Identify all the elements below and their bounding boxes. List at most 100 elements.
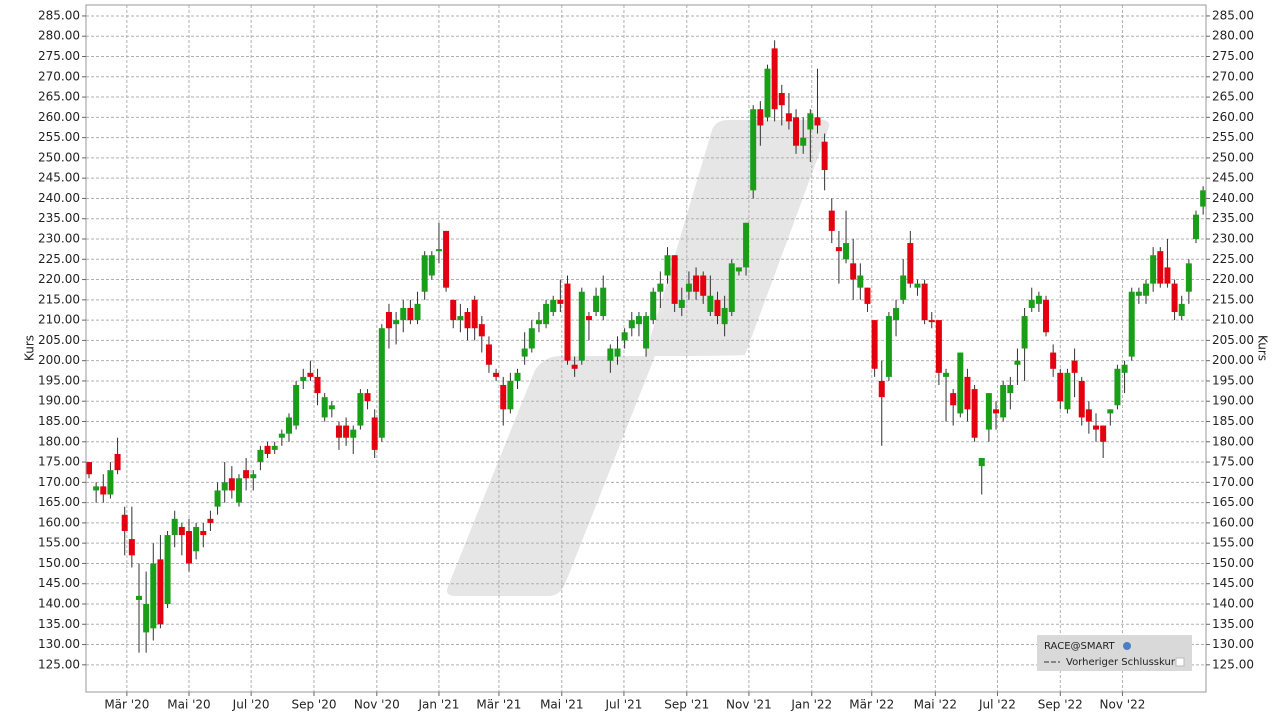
y-tick-label: 230.00 bbox=[38, 232, 80, 246]
candle-body bbox=[528, 328, 535, 349]
x-tick-label: Sep '22 bbox=[1038, 698, 1083, 712]
candle-body bbox=[293, 384, 300, 426]
x-tick-label: Jul '22 bbox=[978, 698, 1016, 712]
x-tick-label: Nov '20 bbox=[354, 698, 400, 712]
x-tick-label: Mär '20 bbox=[104, 698, 149, 712]
y-tick-label: 260.00 bbox=[38, 110, 80, 124]
candle-body bbox=[585, 316, 592, 321]
candle-body bbox=[264, 445, 271, 454]
x-tick-label: Mär '22 bbox=[849, 698, 894, 712]
candle-body bbox=[421, 255, 428, 292]
y2-tick-label: 210.00 bbox=[1212, 313, 1254, 327]
y-tick-label: 145.00 bbox=[38, 576, 80, 590]
candle-body bbox=[957, 352, 964, 414]
y-tick-label: 235.00 bbox=[38, 211, 80, 225]
candle-body bbox=[743, 222, 750, 268]
y2-tick-label: 285.00 bbox=[1212, 8, 1254, 22]
y-tick-label: 150.00 bbox=[38, 556, 80, 570]
y2-tick-label: 215.00 bbox=[1212, 292, 1254, 306]
legend-toggle[interactable] bbox=[1175, 657, 1185, 667]
candle-body bbox=[185, 530, 192, 564]
candle-body bbox=[243, 470, 250, 479]
candle-body bbox=[864, 287, 871, 304]
candle-body bbox=[1135, 291, 1142, 296]
candle-body bbox=[843, 243, 850, 260]
candle-body bbox=[593, 295, 600, 313]
y-tick-label: 265.00 bbox=[38, 90, 80, 104]
candle-body bbox=[950, 393, 957, 406]
candle-body bbox=[1107, 409, 1114, 414]
candle-body bbox=[278, 433, 285, 438]
legend-icon bbox=[1123, 642, 1131, 650]
candle-body bbox=[114, 453, 121, 471]
candle-body bbox=[107, 470, 114, 495]
y2-tick-label: 220.00 bbox=[1212, 272, 1254, 286]
candle-body bbox=[285, 417, 292, 434]
y-tick-label: 125.00 bbox=[38, 657, 80, 671]
candle-body bbox=[128, 539, 135, 556]
candle-body bbox=[500, 384, 507, 410]
candle-body bbox=[357, 393, 364, 426]
y2-tick-label: 230.00 bbox=[1212, 232, 1254, 246]
candle-body bbox=[414, 303, 421, 321]
candle-body bbox=[307, 372, 314, 377]
candle-body bbox=[828, 210, 835, 231]
candle-body bbox=[907, 243, 914, 284]
candle-body bbox=[207, 518, 214, 523]
plot-frame bbox=[85, 4, 1207, 693]
x-tick-label: Mai '21 bbox=[540, 698, 583, 712]
y2-tick-label: 235.00 bbox=[1212, 211, 1254, 225]
y2-tick-label: 265.00 bbox=[1212, 90, 1254, 104]
candle-body bbox=[935, 320, 942, 373]
y-tick-label: 210.00 bbox=[38, 313, 80, 327]
candle-body bbox=[721, 307, 728, 325]
y-tick-label: 200.00 bbox=[38, 353, 80, 367]
candle-body bbox=[571, 364, 578, 369]
candle-body bbox=[921, 283, 928, 321]
y-tick-label: 195.00 bbox=[38, 373, 80, 387]
candle-body bbox=[707, 295, 714, 313]
y2-tick-label: 270.00 bbox=[1212, 69, 1254, 83]
candle-body bbox=[1078, 380, 1085, 418]
y2-tick-label: 185.00 bbox=[1212, 414, 1254, 428]
y-tick-label: 185.00 bbox=[38, 414, 80, 428]
candle-body bbox=[578, 291, 585, 361]
y-tick-label: 240.00 bbox=[38, 191, 80, 205]
y2-tick-label: 275.00 bbox=[1212, 49, 1254, 63]
x-tick-label: Sep '20 bbox=[291, 698, 336, 712]
candle-body bbox=[850, 263, 857, 280]
candle-body bbox=[178, 526, 185, 536]
candle-body bbox=[1050, 352, 1057, 369]
candle-body bbox=[893, 307, 900, 321]
candle-body bbox=[428, 255, 435, 276]
candle-body bbox=[978, 457, 985, 467]
candle-body bbox=[635, 316, 642, 325]
candle-body bbox=[471, 299, 478, 329]
candle-body bbox=[600, 287, 607, 317]
x-tick-label: Nov '22 bbox=[1100, 698, 1146, 712]
candle-body bbox=[164, 535, 171, 604]
candle-body bbox=[900, 275, 907, 300]
y-tick-label: 215.00 bbox=[38, 292, 80, 306]
candle-body bbox=[1157, 251, 1164, 284]
candle-body bbox=[678, 299, 685, 308]
y2-tick-label: 200.00 bbox=[1212, 353, 1254, 367]
y-tick-label: 140.00 bbox=[38, 596, 80, 610]
candle-body bbox=[543, 303, 550, 325]
y-tick-label: 225.00 bbox=[38, 252, 80, 266]
candle-body bbox=[1014, 360, 1021, 365]
candle-body bbox=[214, 490, 221, 507]
y2-tick-label: 245.00 bbox=[1212, 171, 1254, 185]
candle-body bbox=[171, 518, 178, 536]
candle-body bbox=[557, 299, 564, 304]
candle-body bbox=[1093, 425, 1100, 430]
y2-tick-label: 155.00 bbox=[1212, 536, 1254, 550]
candle-body bbox=[1043, 299, 1050, 333]
y2-tick-label: 160.00 bbox=[1212, 515, 1254, 529]
y-axis-label: Kurs bbox=[23, 335, 37, 361]
candle-body bbox=[350, 429, 357, 438]
candle-body bbox=[1085, 409, 1092, 422]
x-tick-label: Jul '20 bbox=[232, 698, 270, 712]
candle-body bbox=[100, 486, 107, 495]
y2-tick-label: 140.00 bbox=[1212, 596, 1254, 610]
